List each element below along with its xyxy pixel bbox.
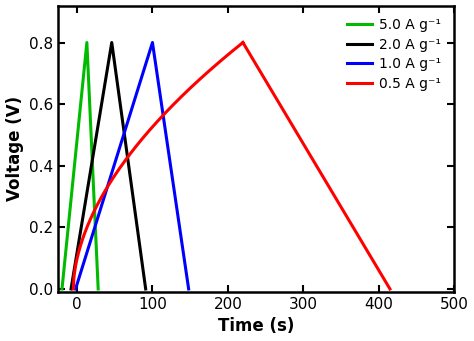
Legend: 5.0 A g⁻¹, 2.0 A g⁻¹, 1.0 A g⁻¹, 0.5 A g⁻¹: 5.0 A g⁻¹, 2.0 A g⁻¹, 1.0 A g⁻¹, 0.5 A g… <box>342 13 447 96</box>
Y-axis label: Voltage (V): Voltage (V) <box>6 96 24 201</box>
X-axis label: Time (s): Time (s) <box>218 317 294 336</box>
